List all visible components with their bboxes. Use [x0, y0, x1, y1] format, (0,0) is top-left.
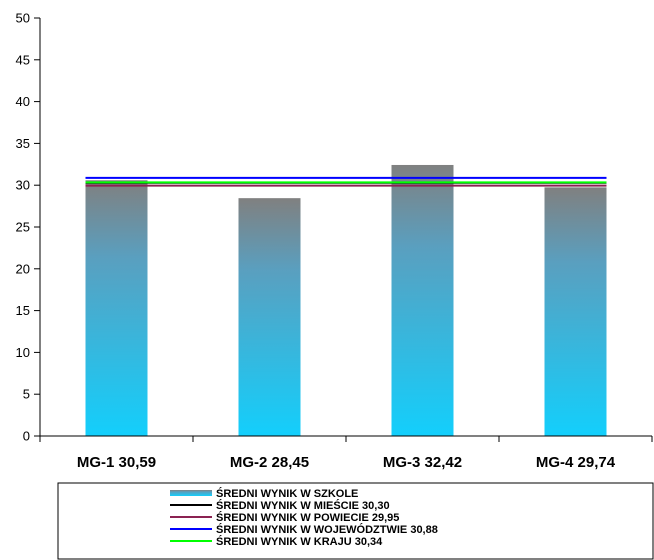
bar-1 [85, 180, 148, 436]
axes: 0 5 10 15 20 25 30 35 40 45 50 MG-1 30,59 MG-2 28,45… [16, 11, 653, 471]
y-tick-label: 45 [16, 52, 30, 67]
bars [85, 164, 607, 436]
x-category-label: MG-1 30,59 [77, 454, 156, 471]
y-tick-label: 20 [16, 261, 30, 276]
y-tick-label: 15 [16, 303, 30, 318]
x-category-label: MG-4 29,74 [536, 454, 616, 471]
bar-4 [544, 187, 607, 436]
legend-label: ŚREDNI WYNIK W SZKOLE [216, 487, 358, 500]
y-tick-label: 5 [23, 387, 30, 402]
bar-3 [391, 164, 454, 436]
legend-label: ŚREDNI WYNIK W WOJEWÓDZTWIE 30,88 [216, 523, 438, 536]
y-tick-label: 0 [23, 429, 30, 444]
legend-label: ŚREDNI WYNIK W MIEŚCIE 30,30 [216, 499, 390, 512]
y-tick-label: 35 [16, 136, 30, 151]
y-tick-label: 40 [16, 94, 30, 109]
x-category-label: MG-2 28,45 [230, 454, 309, 471]
bar-2 [238, 198, 301, 436]
y-tick-label: 30 [16, 178, 30, 193]
legend-label: ŚREDNI WYNIK W POWIECIE 29,95 [216, 511, 399, 524]
y-tick-label: 25 [16, 220, 30, 235]
legend-box [57, 482, 654, 560]
legend-label: ŚREDNI WYNIK W KRAJU 30,34 [216, 535, 383, 548]
reference-lines [85, 176, 607, 187]
y-tick-label: 50 [16, 11, 30, 26]
x-category-label: MG-3 32,42 [383, 454, 462, 471]
y-tick-label: 10 [16, 345, 30, 360]
legend-key-bar [170, 490, 212, 496]
